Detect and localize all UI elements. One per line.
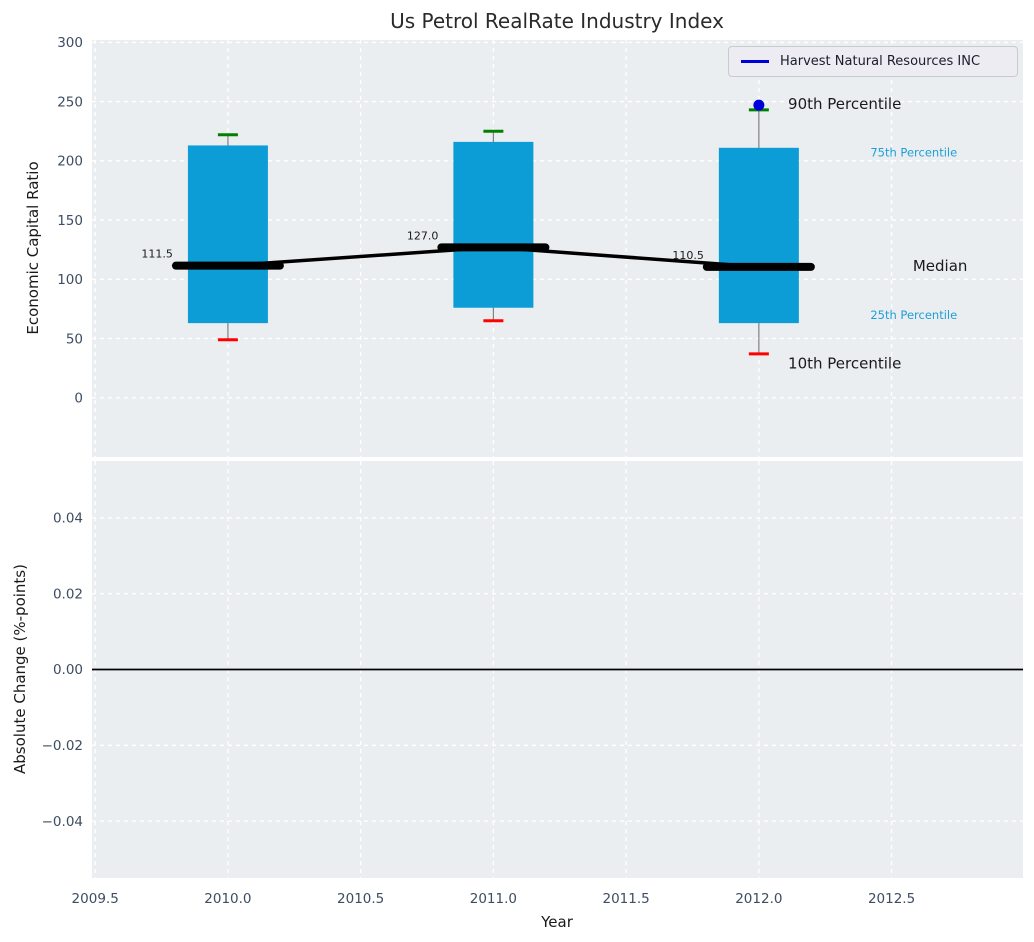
percentile-annotation: 10th Percentile: [788, 355, 901, 373]
percentile-annotation: 25th Percentile: [870, 308, 957, 322]
percentile-annotation: 75th Percentile: [870, 146, 957, 160]
legend-line-swatch: [741, 60, 769, 63]
ylabel-economic-capital-ratio: Economic Capital Ratio: [24, 161, 42, 335]
percentile-box: [187, 145, 268, 324]
ylabel-absolute-change: Absolute Change (%-points): [11, 564, 29, 774]
ytick-label-bottom: 0.02: [53, 586, 83, 602]
xtick-label: 2012.0: [735, 891, 782, 907]
ytick-label-bottom: −0.04: [42, 814, 83, 830]
percentile-box: [453, 141, 534, 308]
xtick-label: 2010.0: [204, 891, 251, 907]
ytick-label-top: 250: [57, 94, 83, 110]
ytick-label-top: 100: [57, 272, 83, 288]
legend-label: Harvest Natural Resources INC: [780, 54, 981, 69]
xtick-label: 2011.0: [470, 891, 517, 907]
ytick-label-top: 0: [74, 390, 83, 406]
ytick-label-bottom: −0.02: [42, 738, 83, 754]
median-value-label: 127.0: [407, 229, 439, 242]
percentile-annotation: 90th Percentile: [788, 95, 901, 113]
company-point: [753, 99, 765, 111]
ytick-label-top: 300: [57, 35, 83, 51]
percentile-annotation: Median: [913, 257, 968, 275]
xtick-label: 2010.5: [337, 891, 384, 907]
xtick-label: 2009.5: [72, 891, 119, 907]
ytick-label-top: 50: [66, 331, 83, 347]
legend: Harvest Natural Resources INC: [728, 46, 1018, 77]
xtick-label: 2012.5: [868, 891, 915, 907]
median-value-label: 111.5: [141, 248, 173, 261]
percentile-box: [718, 147, 799, 324]
median-value-label: 110.5: [672, 249, 704, 262]
ytick-label-bottom: 0.04: [53, 511, 83, 527]
xtick-label: 2011.5: [602, 891, 649, 907]
ytick-label-bottom: 0.00: [53, 662, 83, 678]
ytick-label-top: 200: [57, 154, 83, 170]
chart-title: Us Petrol RealRate Industry Index: [390, 9, 724, 33]
ytick-label-top: 150: [57, 213, 83, 229]
xlabel-year: Year: [541, 913, 573, 931]
